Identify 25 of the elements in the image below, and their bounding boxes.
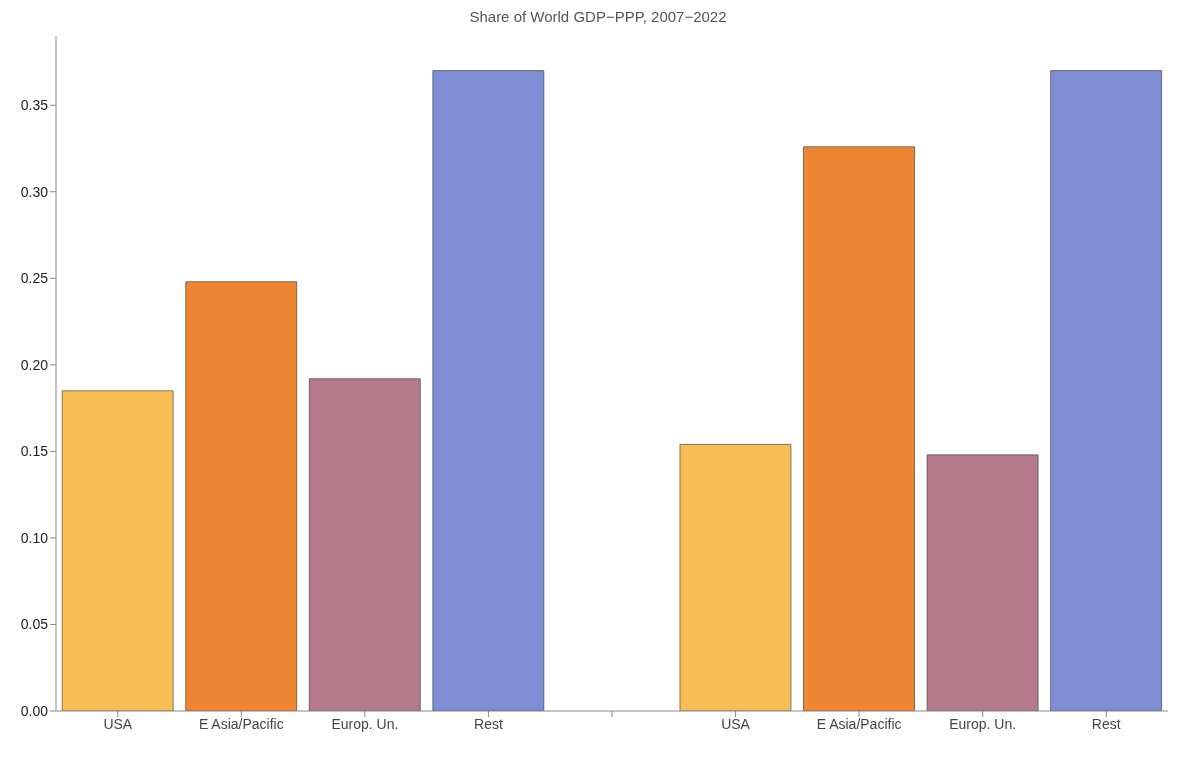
bar: [803, 146, 915, 711]
x-tick-label: Rest: [474, 715, 503, 732]
y-tick-label: 0.00: [20, 702, 49, 719]
y-tick-label: 0.35: [20, 97, 49, 114]
y-tick-label: 0.20: [20, 356, 49, 373]
y-tick-label: 0.05: [20, 616, 49, 633]
x-tick-label: Europ. Un.: [949, 715, 1017, 732]
x-tick-label: E Asia/Pacific: [816, 715, 902, 732]
x-tick-label: Europ. Un.: [331, 715, 399, 732]
y-tick-label: 0.30: [20, 183, 49, 200]
bar: [1050, 70, 1162, 711]
y-tick-label: 0.10: [20, 529, 49, 546]
bar: [61, 390, 174, 711]
y-tick-label: 0.25: [20, 270, 49, 287]
x-tick-label: Rest: [1091, 715, 1121, 732]
x-tick-label: USA: [103, 715, 133, 732]
bar: [185, 281, 298, 711]
chart-title: Share of World GDP−PPP, 2007−2022: [468, 8, 728, 26]
bar: [308, 378, 421, 711]
y-tick-label: 0.15: [20, 443, 49, 460]
bar: [679, 444, 792, 711]
bar: [926, 454, 1039, 711]
bar: [432, 70, 545, 711]
x-tick-label: E Asia/Pacific: [198, 715, 284, 732]
x-tick-label: USA: [721, 715, 751, 732]
